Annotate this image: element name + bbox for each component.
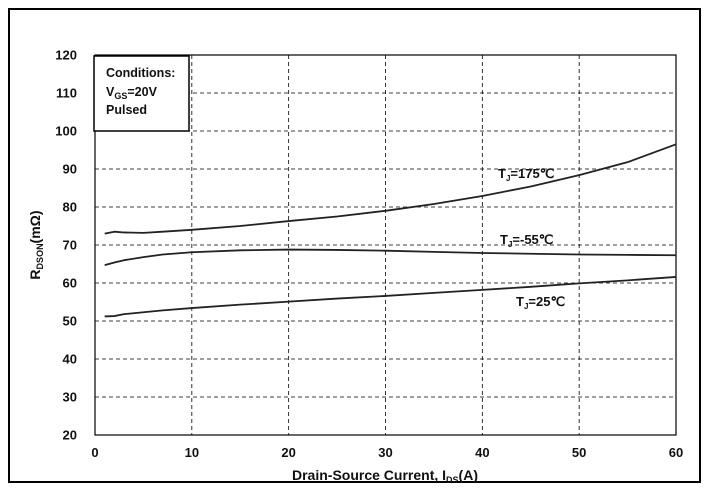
conditions-vgs: VGS=20V bbox=[106, 85, 158, 101]
series-label-minus55: TJ=-55℃ bbox=[500, 232, 553, 249]
y-tick-label-1: 30 bbox=[63, 390, 77, 405]
y-tick-label-10: 120 bbox=[55, 48, 77, 63]
y-tick-label-8: 100 bbox=[55, 124, 77, 139]
series-label-175: TJ=175℃ bbox=[498, 166, 554, 183]
y-tick-label-6: 80 bbox=[63, 200, 77, 215]
vgs-symbol: V bbox=[106, 85, 115, 99]
x-axis-title-main: Drain-Source Current, I bbox=[292, 467, 446, 483]
series-label-25-value: =25℃ bbox=[528, 294, 565, 309]
series-label-minus55-subscript: J bbox=[508, 240, 512, 249]
series-label-175-subscript: J bbox=[506, 174, 510, 183]
x-tick-labels: 0 10 20 30 40 50 60 bbox=[91, 445, 683, 460]
conditions-box-border bbox=[93, 55, 190, 132]
vgs-value: =20V bbox=[127, 85, 157, 99]
x-tick-label-1: 10 bbox=[185, 445, 199, 460]
vgs-subscript: GS bbox=[114, 91, 127, 101]
series-layer bbox=[104, 143, 677, 318]
x-tick-label-5: 50 bbox=[572, 445, 586, 460]
y-tick-label-5: 70 bbox=[63, 238, 77, 253]
y-tick-label-0: 20 bbox=[63, 428, 77, 443]
x-tick-label-3: 30 bbox=[378, 445, 392, 460]
y-axis-title-main: R bbox=[27, 269, 43, 279]
series-label-minus55-symbol: T bbox=[500, 232, 508, 247]
conditions-box: Conditions: VGS=20V Pulsed bbox=[93, 55, 190, 132]
plot-area-border bbox=[94, 54, 677, 436]
grid bbox=[95, 55, 676, 435]
y-tick-label-7: 90 bbox=[63, 162, 77, 177]
x-tick-label-4: 40 bbox=[475, 445, 489, 460]
x-axis-title-unit: (A) bbox=[459, 467, 478, 483]
series-line-minus55 bbox=[104, 248, 677, 267]
series-label-175-symbol: T bbox=[498, 166, 506, 181]
y-tick-labels: 20 30 40 50 60 70 80 90 100 110 120 bbox=[55, 48, 77, 443]
x-tick-label-6: 60 bbox=[669, 445, 683, 460]
x-axis-title: Drain-Source Current, IDS(A) bbox=[292, 467, 478, 485]
series-label-175-value: =175℃ bbox=[510, 166, 554, 181]
x-axis-title-subscript: DS bbox=[446, 475, 459, 485]
series-line-175 bbox=[104, 143, 677, 235]
y-tick-label-9: 110 bbox=[56, 86, 77, 101]
y-axis-title: RDSON(mΩ) bbox=[27, 210, 45, 279]
series-label-25: TJ=25℃ bbox=[516, 294, 565, 311]
series-label-25-symbol: T bbox=[516, 294, 524, 309]
y-axis-title-subscript: DSON bbox=[35, 243, 45, 269]
y-axis-title-unit: (mΩ) bbox=[27, 210, 43, 243]
series-label-minus55-value: =-55℃ bbox=[512, 232, 553, 247]
series-label-25-subscript: J bbox=[524, 302, 528, 311]
y-tick-label-3: 50 bbox=[63, 314, 77, 329]
x-tick-label-2: 20 bbox=[281, 445, 295, 460]
conditions-mode: Pulsed bbox=[106, 103, 147, 117]
series-line-25 bbox=[104, 276, 677, 318]
y-tick-label-4: 60 bbox=[63, 276, 77, 291]
x-tick-label-0: 0 bbox=[91, 445, 98, 460]
y-tick-label-2: 40 bbox=[63, 352, 77, 367]
conditions-title: Conditions: bbox=[106, 66, 175, 80]
